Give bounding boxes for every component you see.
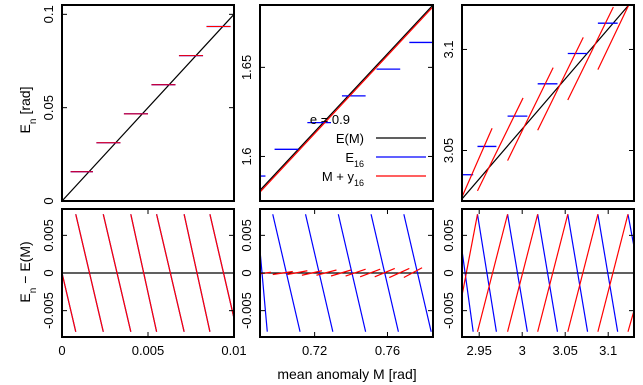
series-exact-line xyxy=(62,14,234,201)
legend: e = 0.9 E(M) E16 M + y16 xyxy=(310,112,426,188)
y-tick-label: -0.005 xyxy=(239,292,254,329)
series-e16-segment xyxy=(260,250,267,331)
panel-top-right: 3.05 3.1 xyxy=(441,0,634,201)
series-e16-segment xyxy=(462,250,473,331)
plot-area xyxy=(62,14,234,201)
series-my16-segment xyxy=(477,98,523,191)
x-tick-label: 2.95 xyxy=(467,343,492,358)
y-tick-label: -0.005 xyxy=(41,292,56,329)
x-axis-label: mean anomaly M [rad] xyxy=(277,366,416,382)
y-tick-label: 3.1 xyxy=(441,40,456,58)
plot-area xyxy=(260,214,433,331)
x-tick-label: 0 xyxy=(58,343,65,358)
panel-bottom-middle: -0.005 0 0.005 0.72 0.76 xyxy=(239,209,433,358)
y-tick-label: 0.05 xyxy=(41,95,56,120)
y-tick-label: 0 xyxy=(41,269,56,276)
y-tick-label: 0.1 xyxy=(41,5,56,23)
legend-label-e16: E16 xyxy=(345,150,364,169)
x-tick-label: 0.005 xyxy=(132,343,165,358)
x-tick-label: 0.01 xyxy=(221,343,246,358)
y-tick-label: 0 xyxy=(41,197,56,204)
x-tick-label: 0.76 xyxy=(375,343,400,358)
y-tick-label: 0 xyxy=(441,269,456,276)
x-tick-label: 3.1 xyxy=(599,343,617,358)
y-tick-label: 0 xyxy=(239,269,254,276)
y-tick-label: 1.65 xyxy=(239,55,254,80)
plot-area xyxy=(462,0,634,199)
series-my16-segment xyxy=(598,3,630,70)
y-tick-label: 3.05 xyxy=(441,138,456,163)
y-label-top: En[rad] xyxy=(17,87,39,134)
legend-title: e = 0.9 xyxy=(310,112,350,127)
series-my16-segment xyxy=(210,214,234,318)
y-tick-label: 0.005 xyxy=(441,219,456,252)
y-tick-label: 0.005 xyxy=(239,219,254,252)
x-tick-label: 0.72 xyxy=(302,343,327,358)
panel-bottom-right: -0.005 0 0.005 2.95 3 3.05 3.1 xyxy=(441,209,634,358)
y-tick-label: 1.6 xyxy=(239,147,254,165)
y-label-bottom: En− E(M) xyxy=(17,241,39,302)
y-tick-label: -0.005 xyxy=(441,292,456,329)
plot-area xyxy=(62,214,234,331)
y-tick-label: 0.005 xyxy=(41,219,56,252)
panel-frame xyxy=(462,5,634,201)
x-tick-label: 3.05 xyxy=(553,343,578,358)
x-tick-label: 3 xyxy=(519,343,526,358)
legend-label-my16: M + y16 xyxy=(322,169,364,188)
series-my16-segment xyxy=(462,128,492,197)
legend-label-exact: E(M) xyxy=(336,131,364,146)
series-my16-segment xyxy=(62,273,76,332)
plot-area xyxy=(462,214,634,331)
series-my16-segment xyxy=(508,68,554,161)
series-my16-segment xyxy=(462,214,477,295)
panel-top-left: 0 0.05 0.1 xyxy=(41,5,234,205)
